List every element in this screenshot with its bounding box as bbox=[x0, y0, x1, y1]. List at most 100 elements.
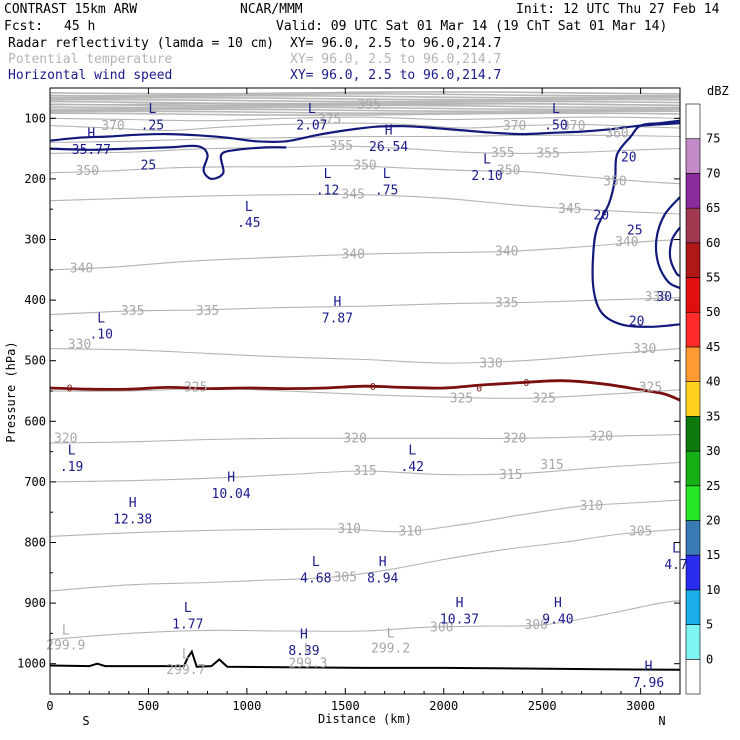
theta-contour-label: 335 bbox=[645, 290, 668, 305]
colorbar-swatch bbox=[685, 589, 701, 625]
freezing-level-line bbox=[49, 379, 681, 402]
theta-contours bbox=[49, 103, 681, 641]
theta-contour-label: 340 bbox=[495, 245, 518, 260]
theta-contour-label: 355 bbox=[330, 139, 353, 154]
theta-band-line bbox=[49, 106, 681, 111]
wind-contours bbox=[49, 119, 681, 328]
colorbar-swatch bbox=[685, 485, 701, 521]
wind-extremum-value: 1.77 bbox=[172, 617, 203, 632]
theta-contour-label: 350 bbox=[353, 159, 376, 174]
wind-extremum-value: .10 bbox=[89, 328, 112, 343]
wind-extremum-value: .19 bbox=[60, 460, 83, 475]
theta-contour-label: 325 bbox=[184, 380, 207, 395]
wind-extremum-marker: H bbox=[645, 660, 653, 675]
wind-extremum-marker: H bbox=[385, 123, 393, 138]
colorbar-swatch bbox=[685, 173, 701, 209]
colorbar-swatch bbox=[685, 416, 701, 452]
theta-contour-335 bbox=[49, 297, 681, 316]
wind-extremum-value: 8.94 bbox=[367, 571, 398, 586]
center-label: NCAR/MMM bbox=[240, 2, 303, 17]
theta-contour-375 bbox=[49, 116, 681, 122]
colorbar-swatch bbox=[685, 520, 701, 556]
colorbar-tick-label: 30 bbox=[706, 444, 720, 458]
theta-contour-label: 330 bbox=[479, 357, 502, 372]
wind-contour-label: 25 bbox=[627, 223, 643, 238]
theta-contour-label: 310 bbox=[338, 522, 361, 537]
wind-extremum-marker: L bbox=[312, 555, 320, 570]
theta-contour-315 bbox=[49, 461, 681, 483]
theta-contour-300 bbox=[49, 600, 681, 641]
terrain-line bbox=[49, 649, 681, 671]
theta-band-line bbox=[49, 98, 681, 103]
wind-extremum-value: 7.96 bbox=[633, 676, 664, 691]
wind-extremum-value: 10.37 bbox=[440, 612, 479, 627]
theta-contour-label: 340 bbox=[70, 262, 93, 277]
terrain-fill bbox=[50, 651, 680, 694]
colorbar-tick-label: 40 bbox=[706, 375, 720, 389]
colorbar-tick-label: 20 bbox=[706, 513, 720, 527]
colorbar-tick-label: 0 bbox=[706, 652, 713, 666]
colorbar-swatch bbox=[685, 554, 701, 591]
wind-extremum-marker: H bbox=[554, 596, 562, 611]
theta-contour-label: 325 bbox=[532, 391, 555, 406]
colorbar-tick-label: 25 bbox=[706, 479, 720, 493]
theta-contour-355 bbox=[49, 145, 681, 154]
theta-band-line bbox=[49, 94, 681, 99]
y-tick-label: 300 bbox=[24, 233, 46, 247]
wind-extremum-marker: H bbox=[129, 496, 137, 511]
colorbar-tick-label: 10 bbox=[706, 583, 720, 597]
wind-extremum-value: 2.07 bbox=[296, 119, 327, 134]
colorbar-tick-label: 15 bbox=[706, 548, 720, 562]
wind-contour-label: 30 bbox=[656, 290, 672, 305]
wind-extremum-value: 2.10 bbox=[471, 169, 502, 184]
theta-contour-label: 310 bbox=[399, 525, 422, 540]
colorbar-tick-label: 60 bbox=[706, 236, 720, 250]
colorbar-tick-label: 65 bbox=[706, 201, 720, 215]
theta-contour-label: 335 bbox=[121, 304, 144, 319]
x-end-right-label: N bbox=[658, 714, 665, 728]
x-tick-label: 0 bbox=[46, 699, 53, 713]
fcst-label: Fcst: bbox=[4, 19, 43, 34]
theta-extremum-marker: L bbox=[387, 626, 395, 641]
theta-contour-310 bbox=[49, 499, 681, 537]
wind-extremum-marker: L bbox=[324, 167, 332, 182]
theta-contour-label: 340 bbox=[615, 235, 638, 250]
wind-extremum-value: 8.39 bbox=[288, 644, 319, 659]
theta-contour-label: 335 bbox=[196, 304, 219, 319]
freezing-level bbox=[49, 379, 681, 402]
y-tick-label: 400 bbox=[24, 293, 46, 307]
theta-contour-label: 325 bbox=[639, 380, 662, 395]
theta-band-line bbox=[49, 96, 681, 101]
colorbar-swatch bbox=[685, 138, 701, 174]
colorbar-swatch bbox=[685, 450, 701, 487]
theta-contour-label: 395 bbox=[357, 98, 380, 113]
wind-contour-label: 20 bbox=[629, 314, 645, 329]
theta-contour-label: 360 bbox=[605, 126, 628, 141]
valid-time: Valid: 09 UTC Sat 01 Mar 14 (19 ChT Sat … bbox=[276, 19, 667, 34]
wind-extremum-marker: L bbox=[552, 102, 560, 117]
theta-contour-label: 375 bbox=[318, 113, 341, 128]
wind-extremum-value: .50 bbox=[544, 119, 567, 134]
wind-contour-20 bbox=[49, 144, 287, 181]
wind-extremum-value: 10.04 bbox=[212, 487, 251, 502]
wind-extremum-marker: L bbox=[308, 102, 316, 117]
colorbar-tick-label: 50 bbox=[706, 305, 720, 319]
theta-contour-label: 305 bbox=[629, 525, 652, 540]
axes: Pressure (hPa) Distance (km) S N 1002003… bbox=[4, 87, 680, 728]
colorbar-swatch bbox=[685, 277, 701, 313]
y-tick-label: 1000 bbox=[17, 657, 46, 671]
wind-extremum-marker: L bbox=[672, 542, 680, 557]
theta-band-line bbox=[49, 108, 681, 113]
x-tick-label: 1500 bbox=[331, 699, 360, 713]
wind-extremum-value: 4.68 bbox=[300, 571, 331, 586]
theta-contour-label: 370 bbox=[101, 119, 124, 134]
wind-extremum-marker: L bbox=[408, 443, 416, 458]
y-tick-label: 800 bbox=[24, 536, 46, 550]
theta-contour-320 bbox=[49, 434, 681, 444]
theta-band-line bbox=[49, 91, 681, 95]
theta-contour-label: 370 bbox=[503, 119, 526, 134]
colorbar-tick-label: 70 bbox=[706, 166, 720, 180]
colorbar-swatch bbox=[685, 311, 701, 348]
wind-extremum-value: .12 bbox=[316, 183, 339, 198]
y-tick-label: 100 bbox=[24, 111, 46, 125]
